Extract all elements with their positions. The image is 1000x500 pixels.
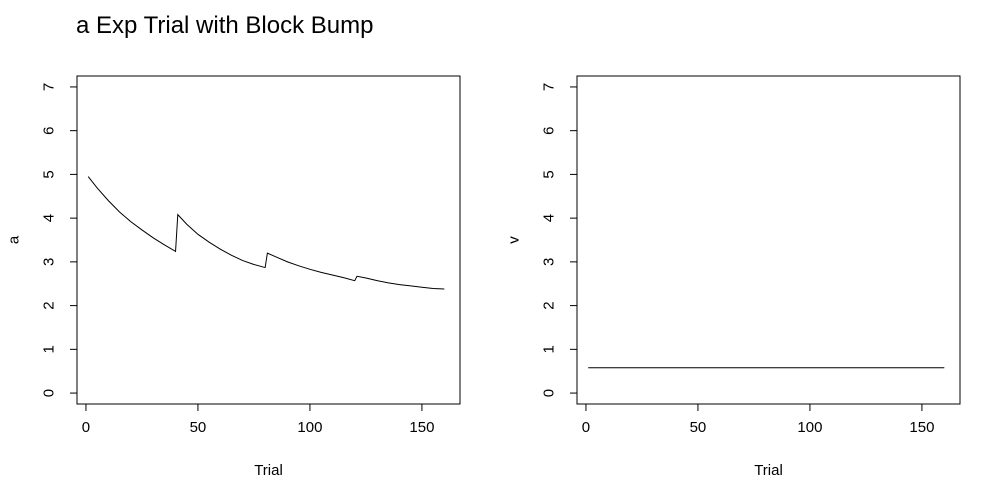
y-tick-label: 1 bbox=[41, 345, 58, 353]
panel-left: 0 50 100 150 0 1 2 3 4 5 6 7 Trial a bbox=[6, 75, 461, 479]
x-tick-label: 150 bbox=[409, 419, 434, 436]
x-tick-label: 0 bbox=[82, 419, 90, 436]
x-tick-label: 0 bbox=[582, 419, 590, 436]
y-axis-label: a bbox=[6, 235, 23, 244]
y-tick-label: 4 bbox=[41, 214, 58, 222]
y-tick-label: 2 bbox=[41, 301, 58, 309]
y-tick-label: 4 bbox=[541, 214, 558, 222]
y-tick-label: 5 bbox=[541, 170, 558, 178]
y-tick-label: 7 bbox=[41, 83, 58, 91]
y-axis-label: v bbox=[506, 236, 523, 244]
x-tick-label: 50 bbox=[690, 419, 707, 436]
x-tick-label: 150 bbox=[909, 419, 934, 436]
y-tick-label: 5 bbox=[41, 170, 58, 178]
plot-frame bbox=[576, 75, 961, 405]
x-tick-label: 100 bbox=[797, 419, 822, 436]
y-tick-label: 1 bbox=[541, 345, 558, 353]
y-tick-label: 7 bbox=[541, 83, 558, 91]
plot-frame bbox=[76, 75, 461, 405]
series-line-0 bbox=[87, 176, 445, 290]
y-tick-label: 0 bbox=[41, 389, 58, 397]
y-tick-label: 3 bbox=[41, 258, 58, 266]
x-axis-label: Trial bbox=[254, 462, 283, 479]
panel-right: 0 50 100 150 0 1 2 3 4 5 6 7 Trial v bbox=[506, 75, 961, 479]
y-tick-label: 2 bbox=[541, 301, 558, 309]
x-axis-label: Trial bbox=[754, 462, 783, 479]
y-tick-label: 3 bbox=[541, 258, 558, 266]
x-tick-label: 100 bbox=[297, 419, 322, 436]
x-tick-label: 50 bbox=[190, 419, 207, 436]
y-tick-label: 0 bbox=[541, 389, 558, 397]
y-tick-label: 6 bbox=[41, 126, 58, 134]
figure-title: a Exp Trial with Block Bump bbox=[76, 12, 374, 39]
y-tick-label: 6 bbox=[541, 126, 558, 134]
